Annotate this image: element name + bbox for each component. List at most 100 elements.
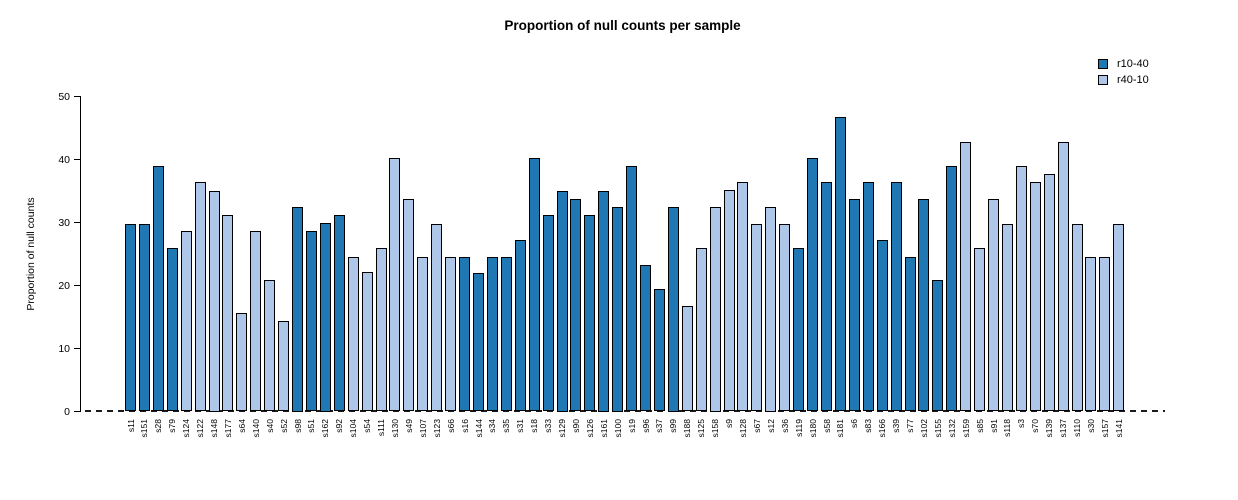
x-axis-label-s158: s158	[708, 419, 722, 481]
x-axis-label-text: s64	[236, 418, 247, 433]
x-axis-label-text: s155	[932, 418, 943, 437]
bar-s6	[848, 198, 860, 412]
x-axis-label-s70: s70	[1028, 419, 1042, 481]
bar-s16	[459, 256, 471, 412]
x-axis-label-text: s37	[654, 418, 665, 433]
x-axis-label-s148: s148	[207, 419, 221, 481]
x-axis-label-text: s6	[849, 418, 860, 428]
x-axis-label-s118: s118	[1000, 419, 1014, 481]
bar-s125	[695, 248, 707, 412]
x-axis-label-s79: s79	[165, 419, 179, 481]
bar-s37	[653, 289, 665, 412]
y-tick-label: 50	[58, 90, 70, 103]
y-tick-label: 40	[58, 153, 70, 166]
x-axis-label-s19: s19	[625, 419, 639, 481]
bar-s33	[542, 214, 554, 412]
bar-s70	[1029, 181, 1041, 412]
y-axis-spine	[80, 96, 81, 412]
x-axis-label-s33: s33	[541, 419, 555, 481]
x-axis-label-text: s92	[334, 418, 345, 433]
y-tick-mark	[74, 348, 80, 349]
x-axis-label-s3: s3	[1014, 419, 1028, 481]
x-axis-label-s139: s139	[1042, 419, 1056, 481]
y-tick-mark	[74, 285, 80, 286]
bar-s3	[1015, 166, 1027, 412]
x-axis-label-text: s140	[250, 418, 261, 437]
bar-s137	[1057, 141, 1069, 412]
bar-s128	[737, 181, 749, 412]
x-axis-label-text: s70	[1030, 418, 1041, 433]
x-axis-label-text: s99	[668, 418, 679, 433]
x-axis-label-text: s11	[125, 418, 136, 432]
bar-s31	[514, 240, 526, 412]
bar-s79	[166, 247, 178, 412]
x-axis-label-s188: s188	[680, 419, 694, 481]
x-axis-label-text: s35	[501, 418, 512, 433]
bar-s111	[375, 247, 387, 412]
x-axis-label-s177: s177	[221, 419, 235, 481]
x-axis-label-text: s39	[891, 418, 902, 433]
x-axis-label-text: s157	[1099, 418, 1110, 437]
x-axis-label-s51: s51	[304, 419, 318, 481]
x-axis-label-s100: s100	[611, 419, 625, 481]
bar-s181	[834, 116, 846, 412]
x-axis-label-s83: s83	[861, 419, 875, 481]
x-axis-label-text: s90	[570, 418, 581, 433]
x-axis-label-text: s30	[1085, 418, 1096, 433]
x-axis-label-text: s85	[974, 418, 985, 433]
bar-s18	[528, 158, 540, 412]
x-axis-label-s12: s12	[764, 419, 778, 481]
bar-s52	[278, 320, 290, 412]
bar-s177	[222, 214, 234, 412]
x-axis-label-text: s129	[557, 418, 568, 437]
x-axis-label-text: s40	[264, 418, 275, 433]
bar-s166	[876, 240, 888, 412]
bar-s12	[765, 206, 777, 412]
bar-s90	[570, 198, 582, 412]
bar-s66	[445, 256, 457, 412]
x-axis-label-text: s100	[612, 418, 623, 437]
x-axis-label-text: s122	[195, 418, 206, 437]
x-axis-label-s66: s66	[444, 419, 458, 481]
y-tick-label: 30	[58, 216, 70, 229]
x-axis-label-s31: s31	[513, 419, 527, 481]
bar-s49	[403, 198, 415, 412]
x-axis-label-s181: s181	[833, 419, 847, 481]
x-axis-label-s6: s6	[847, 419, 861, 481]
bar-s92	[333, 214, 345, 412]
x-axis-label-text: s34	[487, 418, 498, 433]
bar-s119	[793, 248, 805, 412]
x-axis-label-s85: s85	[973, 419, 987, 481]
x-axis-label-text: s137	[1058, 418, 1069, 437]
bar-s39	[890, 181, 902, 412]
x-axis-label-s36: s36	[778, 419, 792, 481]
x-axis-label-s129: s129	[555, 419, 569, 481]
x-axis-label-text: s188	[682, 418, 693, 437]
x-axis-label-text: s91	[988, 418, 999, 433]
x-axis-label-text: s158	[710, 418, 721, 437]
x-axis-label-s91: s91	[987, 419, 1001, 481]
bar-s126	[584, 214, 596, 412]
x-axis-label-s166: s166	[875, 419, 889, 481]
x-axis-label-text: s180	[807, 418, 818, 437]
x-axis-label-text: s130	[389, 418, 400, 437]
legend-swatch-r10-40-icon	[1098, 59, 1108, 69]
x-axis-label-text: s141	[1113, 418, 1124, 437]
x-axis-label-text: s49	[403, 418, 414, 433]
x-axis-label-text: s159	[960, 418, 971, 437]
x-axis-label-text: s9	[724, 418, 735, 428]
legend-swatch-r40-10-icon	[1098, 75, 1108, 85]
x-axis-label-s111: s111	[374, 419, 388, 481]
x-axis-label-s99: s99	[666, 419, 680, 481]
x-axis-label-s30: s30	[1084, 419, 1098, 481]
x-axis-label-text: s162	[320, 418, 331, 437]
bar-s54	[361, 272, 373, 412]
x-axis-label-s140: s140	[249, 419, 263, 481]
x-axis-label-text: s161	[598, 418, 609, 437]
bar-s144	[473, 272, 484, 412]
y-tick-mark	[74, 96, 80, 97]
x-axis-label-s77: s77	[903, 419, 917, 481]
x-axis-label-s159: s159	[959, 419, 973, 481]
y-tick-label: 0	[64, 405, 70, 418]
